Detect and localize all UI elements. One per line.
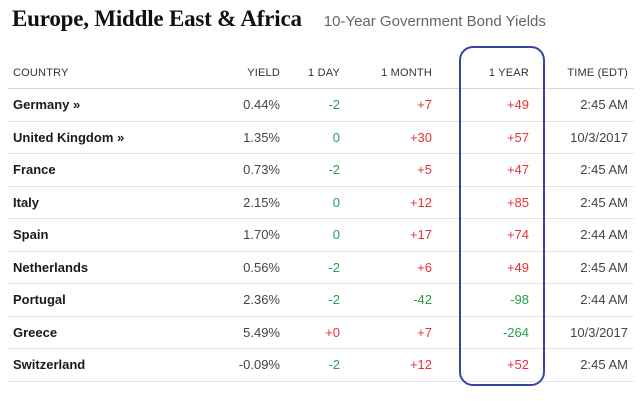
one-month-change-cell: +6: [346, 251, 438, 284]
table-row: Netherlands 0.56% -2 +6 +49 2:45 AM: [8, 251, 634, 284]
one-month-change-cell: +12: [346, 186, 438, 219]
yield-cell: 0.73%: [208, 153, 286, 187]
one-day-change-cell: 0: [286, 218, 346, 252]
one-day-change-cell: -2: [286, 88, 346, 122]
one-month-change-cell: +17: [346, 218, 438, 252]
country-cell: Italy: [8, 186, 208, 219]
table-row: United Kingdom » 1.35% 0 +30 +57 10/3/2017: [8, 121, 634, 154]
one-year-change-cell: -98: [438, 283, 535, 317]
table-row: Switzerland -0.09% -2 +12 +52 2:45 AM: [8, 348, 634, 382]
one-month-change-cell: +7: [346, 88, 438, 122]
country-cell: Switzerland: [8, 348, 208, 382]
time-cell: 2:44 AM: [535, 218, 634, 252]
one-day-change-cell: -2: [286, 153, 346, 187]
table-row: Italy 2.15% 0 +12 +85 2:45 AM: [8, 186, 634, 219]
table-row: Germany » 0.44% -2 +7 +49 2:45 AM: [8, 88, 634, 122]
one-year-change-cell: +47: [438, 153, 535, 187]
country-cell: Greece: [8, 316, 208, 349]
time-cell: 2:45 AM: [535, 251, 634, 284]
time-cell: 2:45 AM: [535, 153, 634, 187]
one-year-change-cell: +85: [438, 186, 535, 219]
country-cell: Spain: [8, 218, 208, 252]
yield-cell: 1.35%: [208, 121, 286, 154]
one-month-change-cell: +30: [346, 121, 438, 154]
one-day-change-cell: -2: [286, 283, 346, 317]
one-year-change-cell: +52: [438, 348, 535, 382]
one-day-change-cell: -2: [286, 348, 346, 382]
one-year-change-cell: -264: [438, 316, 535, 349]
table-row: Spain 1.70% 0 +17 +74 2:44 AM: [8, 218, 634, 252]
time-cell: 2:45 AM: [535, 348, 634, 382]
one-day-change-cell: 0: [286, 121, 346, 154]
table-header-row: COUNTRY YIELD 1 DAY 1 MONTH 1 YEAR TIME …: [8, 58, 634, 89]
column-header-1-year[interactable]: 1 YEAR: [438, 58, 535, 89]
yield-cell: 5.49%: [208, 316, 286, 349]
column-header-1-day[interactable]: 1 DAY: [286, 58, 346, 89]
column-header-time[interactable]: TIME (EDT): [535, 58, 634, 89]
page-title: Europe, Middle East & Africa: [12, 6, 302, 31]
time-cell: 10/3/2017: [535, 121, 634, 154]
time-cell: 2:45 AM: [535, 88, 634, 122]
country-cell: Netherlands: [8, 251, 208, 284]
bond-yields-table: COUNTRY YIELD 1 DAY 1 MONTH 1 YEAR TIME …: [8, 58, 634, 382]
table-row: Portugal 2.36% -2 -42 -98 2:44 AM: [8, 283, 634, 317]
one-day-change-cell: 0: [286, 186, 346, 219]
page-subtitle: 10-Year Government Bond Yields: [323, 13, 546, 30]
country-cell: Portugal: [8, 283, 208, 317]
time-cell: 2:45 AM: [535, 186, 634, 219]
country-cell[interactable]: United Kingdom »: [8, 121, 208, 154]
one-day-change-cell: -2: [286, 251, 346, 284]
yield-cell: 2.15%: [208, 186, 286, 219]
one-month-change-cell: +5: [346, 153, 438, 187]
table-row: France 0.73% -2 +5 +47 2:45 AM: [8, 153, 634, 187]
one-year-change-cell: +49: [438, 88, 535, 122]
header: Europe, Middle East & Africa 10-Year Gov…: [12, 6, 640, 36]
yield-cell: 0.56%: [208, 251, 286, 284]
country-cell[interactable]: Germany »: [8, 88, 208, 122]
one-year-change-cell: +49: [438, 251, 535, 284]
yield-cell: -0.09%: [208, 348, 286, 382]
column-header-country[interactable]: COUNTRY: [8, 58, 208, 89]
table-row: Greece 5.49% +0 +7 -264 10/3/2017: [8, 316, 634, 349]
one-year-change-cell: +74: [438, 218, 535, 252]
column-header-1-month[interactable]: 1 MONTH: [346, 58, 438, 89]
yield-cell: 0.44%: [208, 88, 286, 122]
time-cell: 2:44 AM: [535, 283, 634, 317]
yield-cell: 2.36%: [208, 283, 286, 317]
one-day-change-cell: +0: [286, 316, 346, 349]
yield-cell: 1.70%: [208, 218, 286, 252]
one-month-change-cell: +12: [346, 348, 438, 382]
one-year-change-cell: +57: [438, 121, 535, 154]
one-month-change-cell: -42: [346, 283, 438, 317]
column-header-yield[interactable]: YIELD: [208, 58, 286, 89]
time-cell: 10/3/2017: [535, 316, 634, 349]
one-month-change-cell: +7: [346, 316, 438, 349]
country-cell: France: [8, 153, 208, 187]
